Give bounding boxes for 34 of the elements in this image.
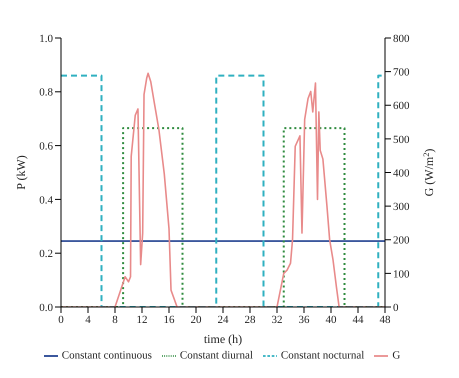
x-tick-label: 24 xyxy=(218,314,229,326)
x-tick-label: 0 xyxy=(58,314,64,326)
y2-tick-label: 100 xyxy=(393,268,410,280)
x-tick-label: 4 xyxy=(85,314,92,326)
y2-tick-label: 700 xyxy=(393,66,410,79)
x-axis-title: time (h) xyxy=(204,332,242,346)
y-tick-label: 0.8 xyxy=(39,86,54,99)
x-tick-label: 12 xyxy=(136,314,148,326)
y2-tick-label: 300 xyxy=(393,201,410,214)
x-tick-label: 28 xyxy=(244,314,256,326)
x-tick-label: 16 xyxy=(164,314,175,326)
x-tick-label: 20 xyxy=(190,314,202,326)
y-axis-title: P (kW) xyxy=(14,155,28,190)
y-tick-label: 0.4 xyxy=(39,194,54,206)
y2-tick-label: 500 xyxy=(393,134,410,146)
y2-tick-label: 800 xyxy=(393,32,410,45)
legend-label: G xyxy=(392,350,400,362)
x-tick-label: 40 xyxy=(326,314,337,326)
y2-tick-label: 200 xyxy=(393,234,410,247)
x-tick-label: 8 xyxy=(112,314,118,326)
legend-label: Constant nocturnal xyxy=(280,350,364,362)
y-tick-label: 0.0 xyxy=(39,302,54,314)
y2-tick-label: 0 xyxy=(393,302,399,314)
y2-tick-label: 400 xyxy=(393,167,410,180)
y2-tick-label: 600 xyxy=(393,100,410,112)
y-tick-label: 0.2 xyxy=(39,248,53,260)
x-tick-label: 32 xyxy=(272,314,282,326)
x-tick-label: 36 xyxy=(298,314,310,326)
x-tick-label: 48 xyxy=(380,314,391,326)
x-tick-label: 44 xyxy=(352,314,364,326)
legend-label: Constant continuous xyxy=(62,350,152,362)
y-tick-label: 1.0 xyxy=(39,32,54,45)
legend-label: Constant diurnal xyxy=(180,350,253,362)
y-tick-label: 0.6 xyxy=(39,140,54,153)
